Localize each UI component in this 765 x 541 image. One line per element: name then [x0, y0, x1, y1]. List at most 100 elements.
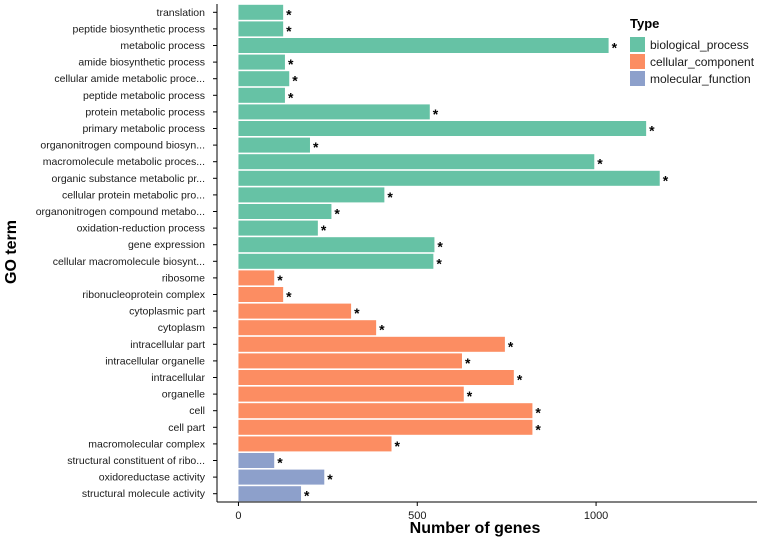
bar-22	[238, 370, 514, 385]
significance-star: *	[288, 56, 294, 72]
y-tick-label: intracellular	[151, 372, 205, 384]
y-tick-label: organonitrogen compound metabo...	[36, 206, 205, 218]
significance-star: *	[663, 172, 669, 188]
y-tick-labels: translation peptide biosynthetic process m…	[36, 7, 217, 500]
y-tick-label: structural constituent of ribo...	[67, 455, 205, 467]
bar-29	[238, 486, 302, 502]
bar-16	[238, 270, 275, 286]
bar-0	[238, 4, 284, 20]
significance-star: *	[277, 272, 283, 288]
y-tick-label: cell part	[168, 422, 205, 434]
significance-star: *	[508, 338, 514, 354]
significance-star: *	[286, 289, 292, 305]
bar-10	[238, 170, 660, 186]
y-tick-label: ribosome	[162, 272, 205, 284]
y-tick-label: intracellular organelle	[105, 355, 205, 367]
legend-swatch-molecular_function	[630, 71, 645, 86]
significance-star: *	[535, 421, 541, 437]
bar-19	[238, 320, 377, 336]
y-tick-label: organelle	[162, 389, 205, 401]
y-tick-label: intracellular part	[130, 339, 205, 351]
bar-28	[238, 469, 325, 485]
y-tick-label: gene expression	[128, 239, 205, 251]
y-tick-label: peptide metabolic process	[83, 90, 205, 102]
bar-7	[238, 121, 647, 136]
bar-3	[238, 54, 285, 70]
bars-group	[238, 4, 660, 502]
bar-12	[238, 204, 332, 219]
significance-star: *	[379, 322, 385, 338]
bar-23	[238, 386, 464, 402]
axes	[216, 4, 757, 503]
y-tick-label: cellular amide metabolic proce...	[54, 73, 205, 85]
y-tick-label: translation	[157, 7, 206, 19]
significance-star: *	[304, 488, 310, 504]
bar-24	[238, 403, 533, 419]
legend-swatch-cellular_component	[630, 54, 645, 69]
significance-star: *	[288, 89, 294, 105]
bar-1	[238, 21, 284, 37]
y-tick-label: organic substance metabolic pr...	[51, 173, 205, 185]
legend-label-molecular_function: molecular_function	[650, 72, 751, 86]
legend-label-biological_process: biological_process	[650, 38, 749, 52]
bar-15	[238, 253, 434, 269]
y-tick-label: metabolic process	[120, 40, 205, 52]
legend-title: Type	[630, 16, 659, 31]
y-tick-label: protein metabolic process	[85, 106, 205, 118]
y-tick-label: oxidoreductase activity	[99, 472, 206, 484]
bar-11	[238, 187, 385, 203]
significance-star: *	[327, 471, 333, 487]
y-tick-label: amide biosynthetic process	[78, 57, 205, 69]
significance-star: *	[433, 106, 439, 122]
bar-20	[238, 336, 505, 352]
significance-markers: ******************************	[277, 6, 669, 503]
y-tick-label: cytoplasmic part	[129, 306, 205, 318]
significance-star: *	[313, 139, 319, 155]
y-tick-label: cytoplasm	[158, 322, 206, 334]
legend-swatch-biological_process	[630, 37, 645, 52]
significance-star: *	[387, 189, 393, 205]
x-tick-label: 0	[235, 510, 241, 522]
bar-27	[238, 453, 275, 468]
y-tick-label: macromolecule metabolic proces...	[43, 156, 205, 168]
bar-17	[238, 287, 284, 302]
significance-star: *	[321, 222, 327, 238]
bar-13	[238, 220, 318, 236]
significance-star: *	[286, 23, 292, 39]
y-tick-label: cellular protein metabolic pro...	[62, 189, 205, 201]
y-tick-label: peptide biosynthetic process	[73, 23, 206, 35]
y-tick-label: oxidation-reduction process	[77, 223, 205, 235]
significance-star: *	[354, 305, 360, 321]
bar-8	[238, 137, 310, 153]
y-tick-label: macromolecular complex	[88, 438, 205, 450]
bar-2	[238, 38, 609, 53]
bar-6	[238, 104, 430, 120]
significance-star: *	[517, 372, 523, 388]
significance-star: *	[436, 255, 442, 271]
legend-label-cellular_component: cellular_component	[650, 55, 755, 69]
bar-18	[238, 303, 352, 319]
significance-star: *	[597, 156, 603, 172]
significance-star: *	[467, 388, 473, 404]
significance-star: *	[535, 405, 541, 421]
y-tick-label: cell	[189, 405, 205, 417]
x-tick-label: 500	[408, 510, 426, 522]
x-ticks: 0 500 1000	[235, 502, 608, 522]
x-axis-title: Number of genes	[410, 520, 541, 537]
y-tick-label: cellular macromolecule biosynt...	[53, 256, 205, 268]
significance-star: *	[292, 73, 298, 89]
bar-4	[238, 71, 290, 87]
bar-14	[238, 237, 435, 253]
significance-star: *	[334, 206, 340, 222]
bar-25	[238, 419, 533, 435]
significance-star: *	[286, 6, 292, 22]
bar-26	[238, 436, 392, 452]
legend: Type biological_process cellular_componen…	[630, 16, 755, 86]
significance-star: *	[649, 123, 655, 139]
bar-21	[238, 353, 462, 369]
x-tick-label: 1000	[584, 510, 608, 522]
y-tick-label: ribonucleoprotein complex	[82, 289, 205, 301]
significance-star: *	[395, 438, 401, 454]
bar-9	[238, 154, 595, 170]
